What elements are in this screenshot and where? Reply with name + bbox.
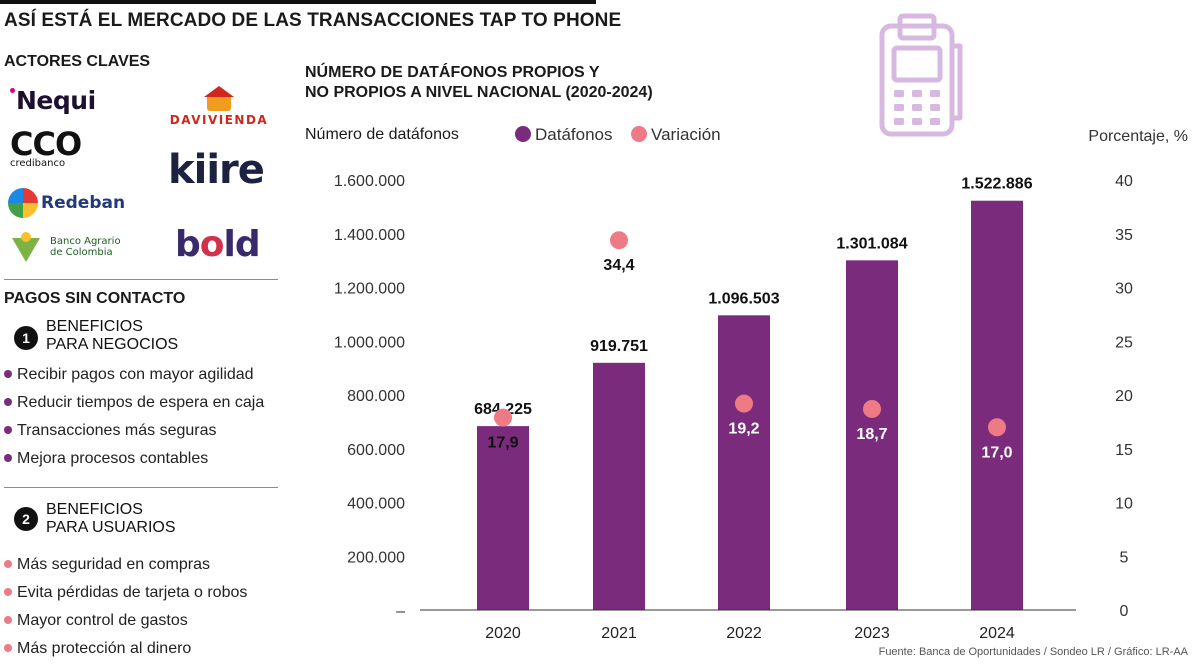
list-item: Mejora procesos contables — [4, 450, 208, 468]
y-right-tick-label: 20 — [1115, 388, 1133, 405]
x-tick-label: 2021 — [601, 625, 637, 642]
bars — [477, 200, 1023, 611]
banco-agrario-logo: Banco Agrario de Colombia — [8, 232, 121, 262]
bar-value-label: 1.096.503 — [708, 290, 779, 307]
y-axis-right-label: Porcentaje, % — [1088, 128, 1188, 145]
y-right-tick-label: 10 — [1115, 496, 1133, 513]
y-axis-right: 0 5 10 15 20 25 30 35 40 — [1115, 173, 1133, 620]
y-tick-label: – — [396, 603, 405, 620]
list-item: Reducir tiempos de espera en caja — [4, 394, 264, 412]
bar-value-label: 1.301.084 — [836, 235, 907, 252]
number-2-badge: 2 — [14, 507, 38, 531]
legend-swatch-variacion — [631, 126, 647, 142]
bullet-dot — [4, 426, 12, 434]
list-item: Más protección al dinero — [4, 640, 191, 658]
bullet-dot — [4, 588, 12, 596]
bar — [718, 315, 770, 610]
number-1-badge: 1 — [14, 326, 38, 350]
y-axis-left: – 200.000 400.000 600.000 800.000 1.000.000 1.… — [334, 173, 405, 620]
bullet-dot — [4, 454, 12, 462]
divider — [4, 487, 278, 488]
y-right-tick-label: 0 — [1120, 603, 1129, 620]
y-tick-label: 1.600.000 — [334, 173, 405, 190]
variation-points: 17,9 34,4 19,2 18,7 17,0 — [487, 231, 1013, 461]
bullet-dot — [4, 616, 12, 624]
variation-label: 17,0 — [981, 444, 1012, 461]
legend-label-datafonos: Datáfonos — [535, 125, 613, 144]
bar — [593, 362, 645, 610]
y-tick-label: 600.000 — [347, 442, 405, 459]
business-benefits-title: BENEFICIOS PARA NEGOCIOS — [46, 318, 179, 353]
divider — [4, 279, 278, 280]
variation-point — [610, 231, 628, 250]
nequi-logo: Nequi — [10, 86, 96, 115]
bold-logo: bold — [175, 224, 261, 265]
y-right-tick-label: 25 — [1115, 334, 1133, 351]
y-right-tick-label: 40 — [1115, 173, 1133, 190]
credibanco-logo: CCO credibanco — [10, 125, 82, 169]
main-title: ASÍ ESTÁ EL MERCADO DE LAS TRANSACCIONES… — [4, 10, 622, 31]
variation-label: 17,9 — [487, 435, 518, 452]
contact-heading: PAGOS SIN CONTACTO — [4, 290, 186, 307]
y-tick-label: 200.000 — [347, 549, 405, 566]
bar-value-label: 1.522.886 — [961, 176, 1032, 193]
legend-swatch-datafonos — [515, 126, 531, 142]
variation-label: 34,4 — [603, 257, 634, 274]
legend-label-variacion: Variación — [651, 125, 721, 144]
variation-point — [988, 418, 1006, 437]
y-tick-label: 800.000 — [347, 388, 405, 405]
y-axis-left-label: Número de datáfonos — [305, 126, 459, 143]
variation-label: 19,2 — [728, 421, 759, 438]
legend: Datáfonos Variación — [515, 125, 721, 144]
redeban-logo: Redeban — [8, 188, 125, 218]
y-right-tick-label: 30 — [1115, 281, 1133, 298]
y-tick-label: 1.000.000 — [334, 334, 405, 351]
list-item: Mayor control de gastos — [4, 612, 188, 630]
bullet-dot — [4, 370, 12, 378]
y-tick-label: 400.000 — [347, 496, 405, 513]
bullet-dot — [4, 644, 12, 652]
user-benefits-title: BENEFICIOS PARA USUARIOS — [46, 501, 176, 536]
y-tick-label: 1.200.000 — [334, 281, 405, 298]
y-right-tick-label: 35 — [1115, 227, 1133, 244]
list-item: Transacciones más seguras — [4, 422, 217, 440]
kiire-logo: kiire — [168, 147, 265, 193]
x-tick-label: 2022 — [726, 625, 762, 642]
x-axis: 2020 2021 2022 2023 2024 — [485, 625, 1015, 642]
list-item: Recibir pagos con mayor agilidad — [4, 366, 254, 384]
bullet-dot — [4, 398, 12, 406]
chart-title: NÚMERO DE DATÁFONOS PROPIOS Y NO PROPIOS… — [305, 64, 653, 101]
variation-point — [863, 399, 881, 418]
y-tick-label: 1.400.000 — [334, 227, 405, 244]
top-rule — [0, 0, 596, 4]
davivienda-logo: DAVIVIENDA — [160, 86, 278, 127]
bar — [971, 200, 1023, 611]
y-right-tick-label: 5 — [1120, 549, 1129, 566]
bar-value-labels: 684.225919.7511.096.5031.301.0841.522.88… — [474, 176, 1033, 418]
x-tick-label: 2020 — [485, 625, 521, 642]
bullet-dot — [4, 560, 12, 568]
y-right-tick-label: 15 — [1115, 442, 1133, 459]
list-item: Más seguridad en compras — [4, 556, 210, 574]
actors-heading: ACTORES CLAVES — [4, 53, 151, 70]
bar — [477, 426, 529, 610]
card-terminal-icon — [879, 13, 963, 137]
source-note: Fuente: Banca de Oportunidades / Sondeo … — [878, 646, 1188, 658]
bar — [846, 260, 898, 610]
bar-value-label: 919.751 — [590, 338, 648, 355]
list-item: Evita pérdidas de tarjeta o robos — [4, 584, 247, 602]
x-tick-label: 2024 — [979, 625, 1015, 642]
variation-label: 18,7 — [856, 426, 887, 443]
x-tick-label: 2023 — [854, 625, 890, 642]
variation-point — [494, 408, 512, 427]
variation-point — [735, 394, 753, 413]
